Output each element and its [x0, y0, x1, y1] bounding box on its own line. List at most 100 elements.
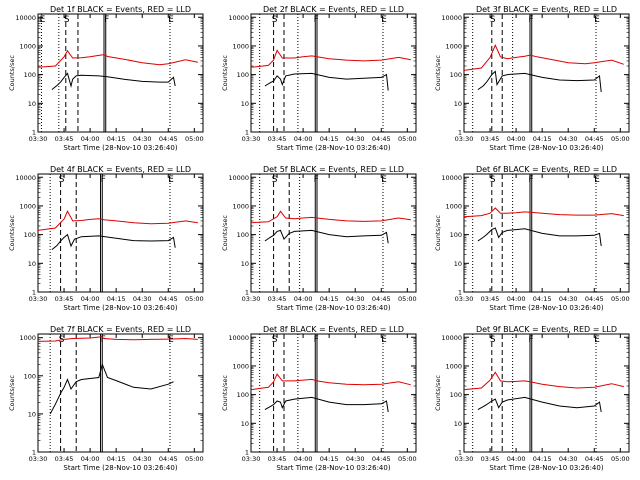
panel-8: Det 8f BLACK = Events, RED = LLD 1 10 100 10… [221, 325, 417, 472]
marker-label: F [314, 15, 319, 25]
marker-label: E [168, 175, 174, 185]
series-line-red [37, 49, 198, 68]
series-line-black [477, 70, 602, 92]
x-tick-label: 04:00 [81, 295, 100, 303]
y-tick-label: 10000 [441, 174, 462, 182]
x-tick-label: 04:00 [507, 135, 526, 143]
y-tick-label: 1000 [232, 202, 249, 210]
y-tick-label: 1000 [19, 202, 36, 210]
marker-label: F [528, 15, 533, 25]
y-tick-label: 1000 [232, 42, 249, 50]
x-tick-label: 04:15 [320, 135, 339, 143]
x-tick-label: 04:15 [320, 455, 339, 463]
x-tick-label: 03:30 [242, 295, 261, 303]
x-tick-label: 03:30 [242, 135, 261, 143]
marker-label: S [490, 175, 496, 185]
y-tick-label: 10000 [15, 14, 36, 22]
y-axis-label: Counts/sec [8, 55, 16, 91]
x-tick-label: 03:30 [242, 455, 261, 463]
x-tick-label: 05:00 [611, 135, 630, 143]
x-tick-label: 05:00 [611, 455, 630, 463]
y-tick-label: 1 [32, 129, 36, 137]
y-tick-label: 10 [28, 260, 36, 268]
y-tick-label: 10 [241, 420, 249, 428]
panel-title: Det 6f BLACK = Events, RED = LLD [476, 165, 617, 174]
x-tick-label: 05:00 [611, 295, 630, 303]
y-axis-label: Counts/sec [434, 215, 442, 251]
marker-label: E [381, 335, 387, 345]
panel-1: Det 1f BLACK = Events, RED = LLD 1 10 100 10… [8, 5, 204, 152]
x-tick-label: 03:30 [455, 135, 474, 143]
y-tick-label: 1000 [445, 42, 462, 50]
x-tick-label: 03:45 [55, 455, 74, 463]
panel-2: Det 2f BLACK = Events, RED = LLD 1 10 100 10… [221, 5, 417, 152]
x-tick-label: 04:00 [294, 455, 313, 463]
y-tick-label: 100 [24, 231, 36, 239]
x-tick-label: 04:15 [533, 135, 552, 143]
marker-label: S [490, 15, 496, 25]
series-line-red [250, 373, 411, 391]
series-line-red [463, 44, 624, 71]
marker-label: E [381, 175, 387, 185]
x-tick-label: 04:45 [372, 295, 391, 303]
y-tick-label: 10000 [228, 14, 249, 22]
marker-label: E [594, 15, 600, 25]
panel-title: Det 1f BLACK = Events, RED = LLD [50, 5, 191, 14]
y-tick-label: 1 [32, 289, 36, 297]
x-tick-label: 04:45 [585, 295, 604, 303]
y-tick-label: 10 [241, 100, 249, 108]
y-tick-label: 1000 [232, 362, 249, 370]
plot-frame [463, 13, 630, 133]
x-axis-label: Start Time (28-Nov-10 03:26:40) [63, 464, 177, 472]
x-axis-label: Start Time (28-Nov-10 03:26:40) [489, 464, 603, 472]
x-tick-label: 05:00 [398, 295, 417, 303]
series-line-red [250, 210, 411, 224]
y-tick-label: 10000 [15, 174, 36, 182]
y-tick-label: 10000 [441, 334, 462, 342]
y-tick-label: 1000 [445, 202, 462, 210]
x-tick-label: 03:45 [268, 295, 287, 303]
x-tick-label: 03:30 [455, 295, 474, 303]
x-axis-label: Start Time (28-Nov-10 03:26:40) [489, 304, 603, 312]
x-tick-label: 05:00 [185, 455, 204, 463]
x-tick-label: 04:30 [559, 295, 578, 303]
panel-3: Det 3f BLACK = Events, RED = LLD 1 10 100 10… [434, 5, 630, 152]
y-tick-label: 1 [245, 129, 249, 137]
x-tick-label: 03:45 [268, 135, 287, 143]
marker-label: S [272, 335, 278, 345]
panel-title: Det 2f BLACK = Events, RED = LLD [263, 5, 404, 14]
y-axis-label: Counts/sec [221, 375, 229, 411]
plot-frame [463, 333, 630, 453]
x-tick-label: 03:45 [268, 455, 287, 463]
x-tick-label: 04:45 [159, 135, 178, 143]
x-axis-label: Start Time (28-Nov-10 03:26:40) [63, 144, 177, 152]
x-tick-label: 04:45 [372, 135, 391, 143]
series-line-red [37, 336, 198, 342]
x-tick-label: 04:15 [107, 135, 126, 143]
plot-frame [250, 333, 417, 453]
marker-label: F [528, 175, 533, 185]
x-axis-label: Start Time (28-Nov-10 03:26:40) [276, 464, 390, 472]
series-line-black [477, 227, 602, 247]
y-tick-label: 100 [237, 71, 249, 79]
series-line-black [264, 396, 389, 412]
plot-frame [250, 13, 417, 133]
y-axis-label: Counts/sec [8, 215, 16, 251]
marker-label: E [594, 175, 600, 185]
plot-frame [37, 173, 204, 293]
x-tick-label: 04:15 [107, 295, 126, 303]
y-tick-label: 10 [454, 100, 462, 108]
y-tick-label: 10 [28, 410, 36, 418]
x-tick-label: 03:30 [455, 455, 474, 463]
marker-label: S [272, 15, 278, 25]
x-tick-label: 03:45 [55, 135, 74, 143]
panel-6: Det 6f BLACK = Events, RED = LLD 1 10 100 10… [434, 165, 630, 312]
marker-label: F [314, 175, 319, 185]
y-axis-label: Counts/sec [8, 375, 16, 411]
series-line-red [37, 210, 198, 231]
plot-frame [463, 173, 630, 293]
panel-title: Det 3f BLACK = Events, RED = LLD [476, 5, 617, 14]
y-tick-label: 100 [450, 71, 462, 79]
x-tick-label: 04:30 [559, 135, 578, 143]
